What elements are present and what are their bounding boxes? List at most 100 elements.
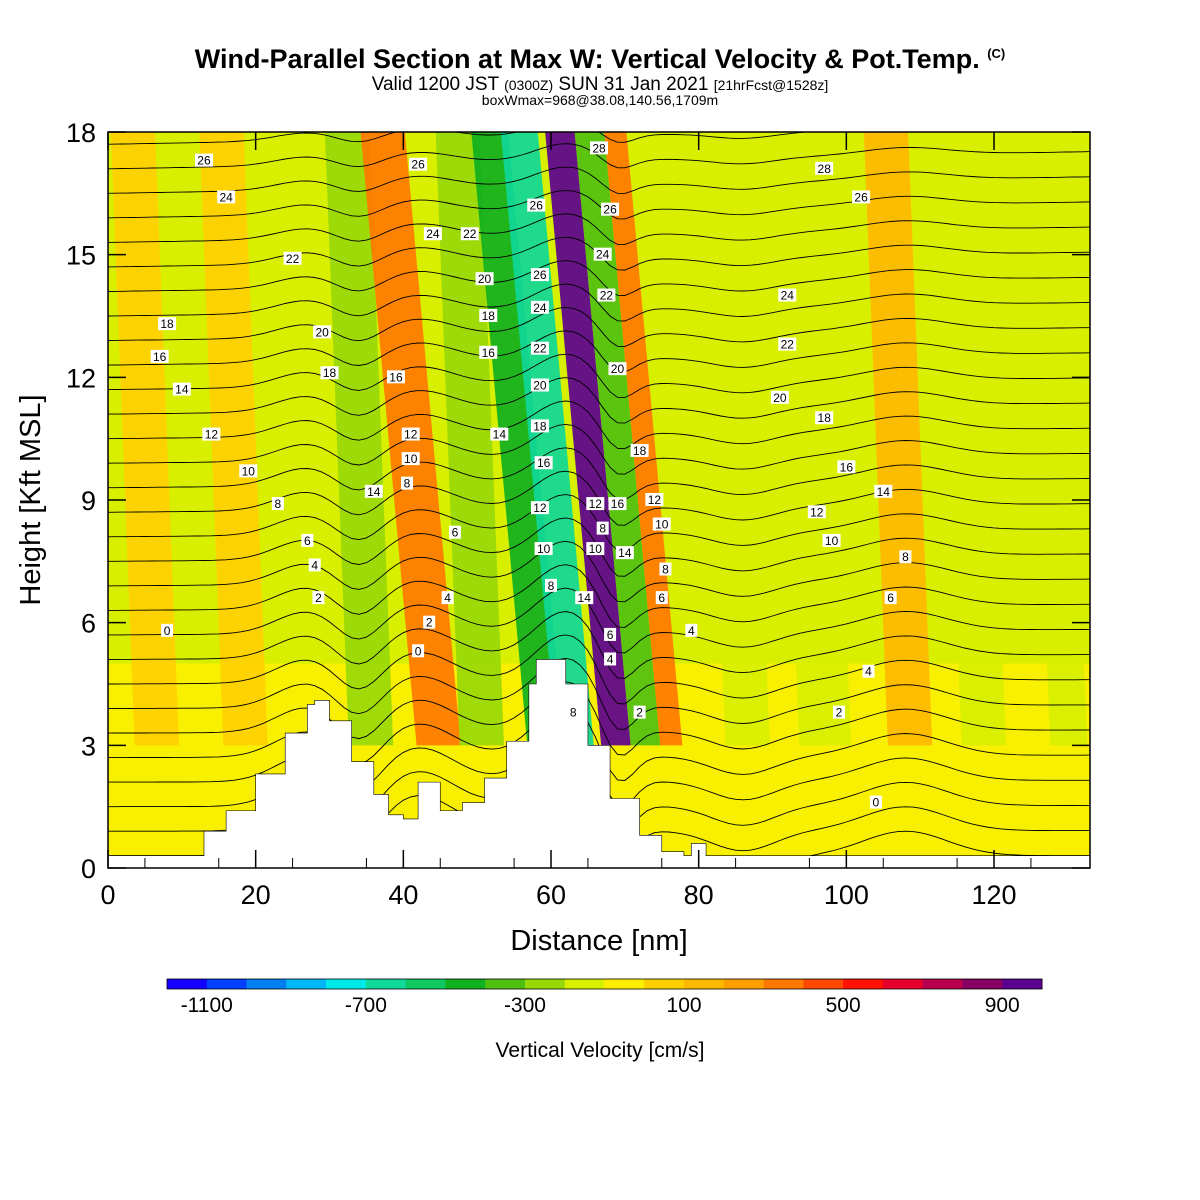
contour-label-bg [604,652,617,666]
contour-label: 12 [404,428,418,442]
contour-label-bg [423,227,442,241]
y-axis-label: Height [Kft MSL] [15,394,47,605]
contour-label: 12 [205,428,219,442]
x-tick-label: 60 [536,880,566,910]
colorbar-border [166,978,1043,990]
contour-label-bg [530,300,549,314]
contour-label-bg [441,591,454,605]
contour-label: 18 [482,309,496,323]
contour-label-bg [593,247,612,261]
x-tick-label: 0 [100,880,115,910]
contour-label-bg [527,198,546,212]
contour-label: 22 [533,342,547,356]
contour-label-bg [815,411,834,425]
contour-label: 14 [877,485,891,499]
terrain [108,659,1090,868]
x-tick-label: 100 [824,880,869,910]
colorbar-swatch [326,979,367,989]
contour-label-bg [530,268,549,282]
contour-label: 10 [242,464,256,478]
contour-label-bg [604,627,617,641]
contour-label-bg [807,505,826,519]
velocity-band [435,132,504,746]
chart-title: Wind-Parallel Section at Max W: Vertical… [194,44,1006,74]
contour-label: 18 [160,317,174,331]
contour-label-bg [217,190,236,204]
colorbar-swatch [564,979,605,989]
contour-label-bg [530,341,549,355]
colorbar-swatch [763,979,804,989]
contour-label-bg [852,190,871,204]
contour-label-bg [412,644,425,658]
contour-label-bg [567,705,580,719]
contour-label-bg [601,202,620,216]
contour-label: 22 [600,289,614,303]
y-tick-label: 0 [81,854,96,884]
contour-label-bg [423,615,436,629]
contour-label-bg [869,795,882,809]
contour-label: 22 [463,227,477,241]
contour-label-bg [685,623,698,637]
isentrope-line [108,447,1090,501]
contour-label: 10 [589,542,603,556]
colorbar-swatch [644,979,685,989]
velocity-band [199,132,268,746]
isentrope-line [108,143,1090,170]
contour-label: 8 [902,550,909,564]
contour-label: 10 [537,542,551,556]
contour-label: 14 [578,591,592,605]
colorbar-swatch [803,979,844,989]
contour-label: 20 [611,362,625,376]
contour-label-bg [597,288,616,302]
contour-label: 26 [197,154,211,168]
colorbar-swatch [167,979,208,989]
contour-label-bg [655,591,668,605]
contour-label-bg [770,390,789,404]
contour-label: 16 [389,370,403,384]
contour-label-bg [364,484,383,498]
contour-label: 20 [773,391,787,405]
colorbar-tick-label: 100 [667,994,702,1017]
colorbar-swatch [206,979,248,989]
contour-label-bg [283,251,302,265]
isentrope-line [108,213,1090,245]
colorbar-swatch [485,979,526,989]
contour-label: 4 [688,624,695,638]
contour-label-bg [172,382,191,396]
y-tick-label: 6 [81,609,96,639]
contour-label: 4 [865,665,872,679]
contour-label-bg [308,558,321,572]
contour-label-bg [645,493,664,506]
contour-label-bg [874,484,893,498]
contour-label-bg [832,705,845,719]
colorbar-swatch [365,979,407,989]
contour-label: 4 [444,591,451,605]
contour-label: 26 [530,199,544,213]
isentrope-line [108,166,1090,194]
contour-label: 14 [493,428,507,442]
isentrope-line [108,400,1090,450]
contour-label: 24 [426,227,440,241]
contour-label: 20 [315,325,329,339]
contour-label: 14 [367,485,381,499]
isentrope-line [108,190,1090,220]
contour-label: 0 [415,644,422,658]
colorbar-label: Vertical Velocity [cm/s] [496,1039,705,1062]
contour-label: 8 [404,477,411,491]
isentrope-line [108,283,1090,322]
x-axis-label: Distance [nm] [510,925,687,957]
contour-label-bg [586,497,605,511]
contour-label: 24 [781,289,795,303]
velocity-band [701,132,770,746]
contour-label: 6 [607,628,614,642]
colorbar-swatch [922,979,963,989]
contour-label: 22 [286,252,300,266]
contour-label: 8 [274,497,281,511]
contour-label: 28 [592,141,606,155]
contour-label: 0 [164,624,171,638]
contour-label: 26 [533,268,547,282]
colorbar-swatch [604,979,645,989]
contour-label: 18 [533,419,547,433]
contour-label-bg [596,521,609,535]
